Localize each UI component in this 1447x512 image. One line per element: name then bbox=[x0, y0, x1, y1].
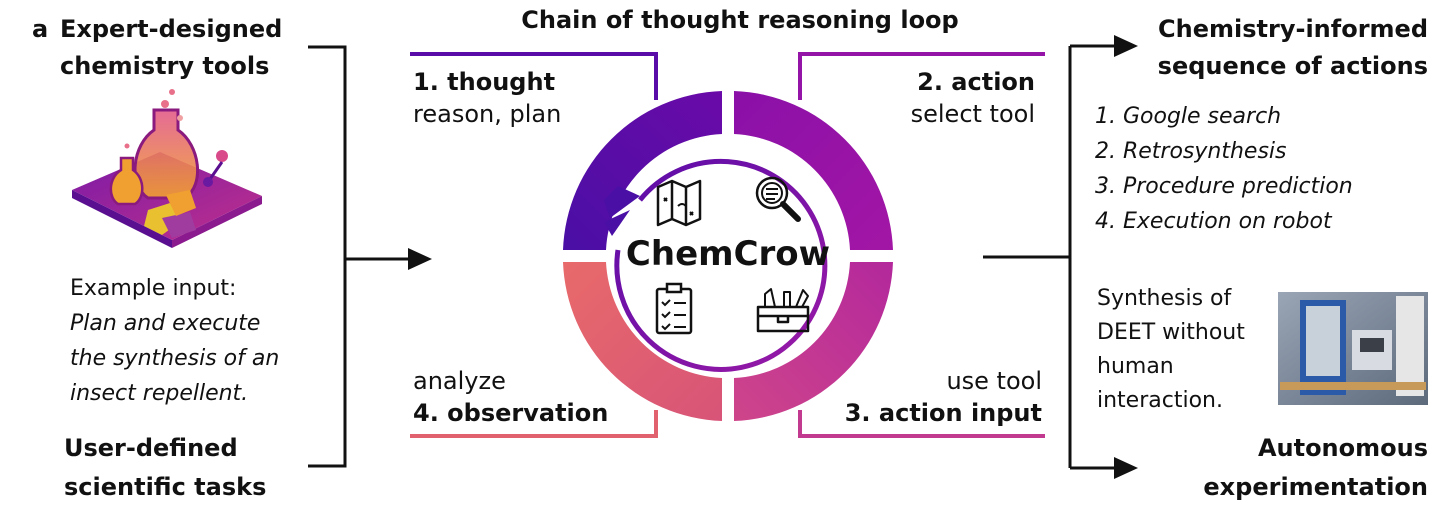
synthesis-text-line1: Synthesis of bbox=[1097, 286, 1232, 311]
quadrant-action bbox=[734, 91, 893, 250]
tasks-heading-line2: scientific tasks bbox=[64, 473, 267, 501]
right-bracket bbox=[983, 44, 1118, 470]
inner-cycle-arrow bbox=[604, 158, 828, 372]
autonomous-heading-line2: experimentation bbox=[1203, 473, 1428, 501]
chemcrow-name: ChemCrow bbox=[625, 234, 831, 274]
step3-subtitle: use tool bbox=[946, 367, 1042, 395]
right-bottom-arrowhead bbox=[1114, 457, 1138, 479]
action-item-2: 2. Retrosynthesis bbox=[1095, 139, 1287, 164]
synthesis-text-line2: DEET without bbox=[1097, 320, 1245, 345]
synthesis-text-line3: human bbox=[1097, 354, 1174, 379]
magnifier-icon bbox=[755, 176, 801, 222]
step2-subtitle: select tool bbox=[910, 100, 1035, 128]
step1-subtitle: reason, plan bbox=[413, 100, 562, 128]
toolbox-icon bbox=[756, 288, 810, 333]
robot-lab-photo bbox=[1278, 292, 1428, 405]
example-label: Example input: bbox=[70, 276, 237, 301]
step3-title: 3. action input bbox=[844, 399, 1042, 427]
loop-title: Chain of thought reasoning loop bbox=[521, 6, 959, 34]
quadrant-observation bbox=[563, 262, 722, 421]
example-text-line3: insect repellent. bbox=[70, 381, 249, 406]
quadrant-action-input bbox=[734, 262, 893, 421]
reasoning-loop-ring bbox=[563, 91, 893, 421]
example-text-line1: Plan and execute bbox=[70, 311, 261, 336]
step4-title: 4. observation bbox=[413, 399, 609, 427]
synthesis-text-line4: interaction. bbox=[1097, 388, 1223, 413]
action-item-4: 4. Execution on robot bbox=[1095, 209, 1332, 234]
step2-title: 2. action bbox=[917, 68, 1035, 96]
left-arrowhead bbox=[408, 248, 432, 270]
step1-title: 1. thought bbox=[413, 68, 556, 96]
tools-heading-line1: Expert-designed bbox=[60, 15, 283, 43]
action-item-3: 3. Procedure prediction bbox=[1095, 174, 1353, 199]
tasks-heading-line1: User-defined bbox=[64, 434, 238, 462]
left-bracket bbox=[308, 45, 420, 468]
map-icon bbox=[656, 179, 702, 227]
panel-letter: a bbox=[32, 15, 49, 43]
step-connectors bbox=[410, 52, 1045, 438]
quadrant-thought bbox=[563, 91, 722, 250]
action-item-1: 1. Google search bbox=[1095, 104, 1282, 129]
sequence-heading-line1: Chemistry-informed bbox=[1158, 15, 1428, 43]
autonomous-heading-line1: Autonomous bbox=[1257, 434, 1428, 462]
clipboard-checklist-icon bbox=[655, 282, 693, 335]
tools-heading-line2: chemistry tools bbox=[60, 52, 270, 80]
right-top-arrowhead bbox=[1114, 35, 1138, 57]
step4-subtitle: analyze bbox=[413, 367, 506, 395]
example-text-line2: the synthesis of an bbox=[70, 346, 280, 371]
sequence-heading-line2: sequence of actions bbox=[1157, 52, 1428, 80]
chemistry-tools-illustration bbox=[72, 89, 262, 248]
